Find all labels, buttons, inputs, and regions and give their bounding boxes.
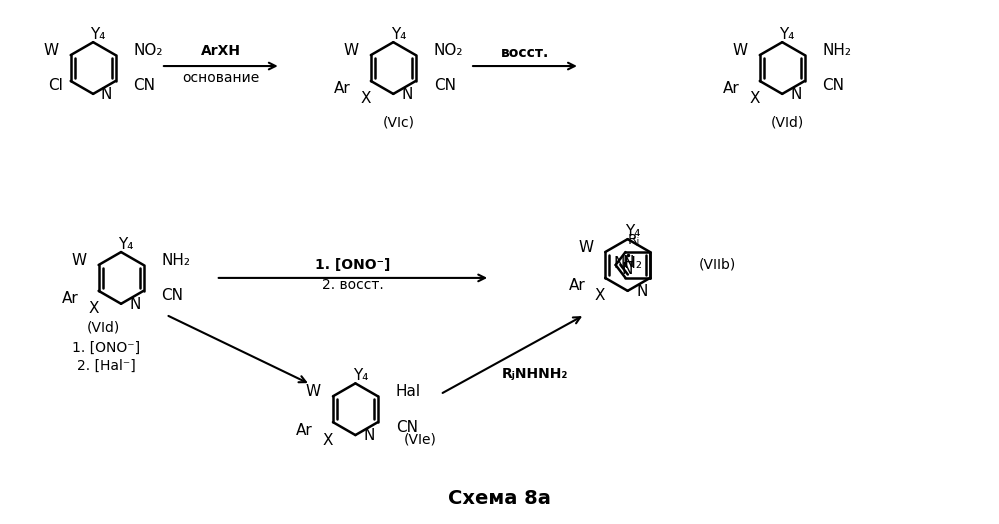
Text: W: W [344,42,359,58]
Text: 1. [ONO⁻]: 1. [ONO⁻] [72,341,140,355]
Text: Ar: Ar [568,278,585,293]
Text: X: X [749,91,760,106]
Text: восст.: восст. [500,46,549,60]
Text: Ar: Ar [723,81,740,96]
Text: (VId): (VId) [770,116,804,130]
Text: N: N [636,284,647,299]
Text: W: W [44,42,59,58]
Text: W: W [306,384,321,399]
Text: Y₄: Y₄ [625,224,640,238]
Text: Hal: Hal [396,384,421,399]
Text: Y₄: Y₄ [91,27,106,42]
Text: N: N [101,87,112,102]
Text: NH₂: NH₂ [614,256,643,271]
Text: N: N [364,428,376,443]
Text: W: W [72,253,87,268]
Text: N: N [402,87,414,102]
Text: CN: CN [134,79,156,93]
Text: NH₂: NH₂ [162,253,191,268]
Text: N: N [622,263,633,277]
Text: (VIc): (VIc) [383,116,415,130]
Text: ArXH: ArXH [201,44,241,58]
Text: N: N [791,87,802,102]
Text: N: N [622,255,634,269]
Text: 1. [ONO⁻]: 1. [ONO⁻] [315,258,390,272]
Text: Cl: Cl [48,79,63,93]
Text: W: W [732,42,748,58]
Text: Ar: Ar [62,291,79,307]
Text: X: X [323,432,334,447]
Text: W: W [578,239,593,255]
Text: NO₂: NO₂ [434,42,464,58]
Text: NO₂: NO₂ [134,42,163,58]
Text: Схема 8а: Схема 8а [448,489,550,508]
Text: 2. [Hal⁻]: 2. [Hal⁻] [77,358,136,373]
Text: Y₄: Y₄ [391,27,406,42]
Text: NH₂: NH₂ [822,42,851,58]
Text: X: X [595,288,605,303]
Text: 2. восст.: 2. восст. [322,278,384,292]
Text: Y₄: Y₄ [779,27,795,42]
Text: CN: CN [396,420,418,434]
Text: X: X [361,91,371,106]
Text: Ar: Ar [334,81,351,96]
Text: CN: CN [822,79,844,93]
Text: N: N [130,297,141,312]
Text: основание: основание [182,71,260,85]
Text: Ar: Ar [297,422,313,438]
Text: X: X [88,301,99,316]
Text: Y₄: Y₄ [118,237,134,252]
Text: (VIe): (VIe) [404,432,437,446]
Text: RⱼNHNH₂: RⱼNHNH₂ [501,367,568,381]
Text: CN: CN [434,79,456,93]
Text: CN: CN [162,288,184,303]
Text: Y₄: Y₄ [353,368,368,383]
Text: (VIIb): (VIIb) [698,258,736,272]
Text: (VId): (VId) [87,321,120,335]
Text: Rⱼ: Rⱼ [627,233,639,247]
